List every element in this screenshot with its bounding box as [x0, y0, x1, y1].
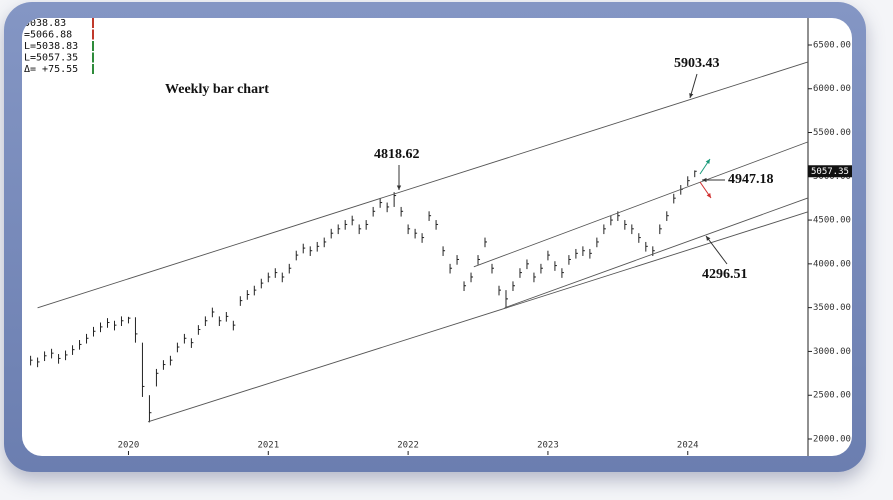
y-tick-label: 2500.00	[813, 391, 851, 401]
info-box	[22, 18, 96, 76]
y-tick-label: 3500.00	[813, 303, 851, 313]
x-tick-label: 2020	[118, 441, 140, 451]
y-tick-label: 6500.00	[813, 40, 851, 50]
chart-title: Weekly bar chart	[165, 82, 269, 97]
arrow-head	[706, 236, 711, 241]
x-tick-label: 2024	[677, 441, 699, 451]
y-tick-label: 4000.00	[813, 259, 851, 269]
info-line: Δ= +75.55	[24, 64, 78, 75]
arrow-head	[706, 193, 711, 198]
info-line: =5066.88	[24, 30, 72, 41]
y-tick-label: 3000.00	[813, 347, 851, 357]
annotation: 4818.62	[374, 147, 420, 162]
arrow-head	[702, 177, 707, 183]
info-line: L=5038.83	[24, 41, 78, 52]
arrow-head	[705, 159, 710, 164]
annotation: 4296.51	[702, 267, 748, 282]
annotation-arrow	[705, 235, 728, 265]
info-line: 5038.83	[24, 18, 66, 29]
y-tick-label: 6000.00	[813, 84, 851, 94]
x-tick-label: 2021	[257, 441, 279, 451]
y-tick-label: 2000.00	[813, 434, 851, 444]
chart-panel: Weekly bar chart 2000.00 2500.00 3000.00 35…	[22, 18, 852, 456]
chart: Weekly bar chart 2000.00 2500.00 3000.00 35…	[22, 18, 852, 456]
last-price-box	[808, 165, 852, 178]
trend-line	[473, 141, 809, 268]
arrow-head	[396, 185, 402, 190]
y-tick-label: 4500.00	[813, 216, 851, 226]
y-tick-label: 5500.00	[813, 128, 851, 138]
annotation: 5903.43	[674, 56, 720, 71]
annotation: 4947.18	[728, 172, 774, 187]
last-price-label: 5057.35	[811, 167, 849, 177]
trend-line	[504, 197, 809, 309]
trend-line	[147, 211, 809, 423]
info-line: L=5057.35	[24, 53, 78, 64]
trend-line	[37, 61, 809, 309]
x-tick-label: 2023	[537, 441, 559, 451]
arrow-head	[689, 93, 694, 98]
x-tick-label: 2022	[397, 441, 419, 451]
